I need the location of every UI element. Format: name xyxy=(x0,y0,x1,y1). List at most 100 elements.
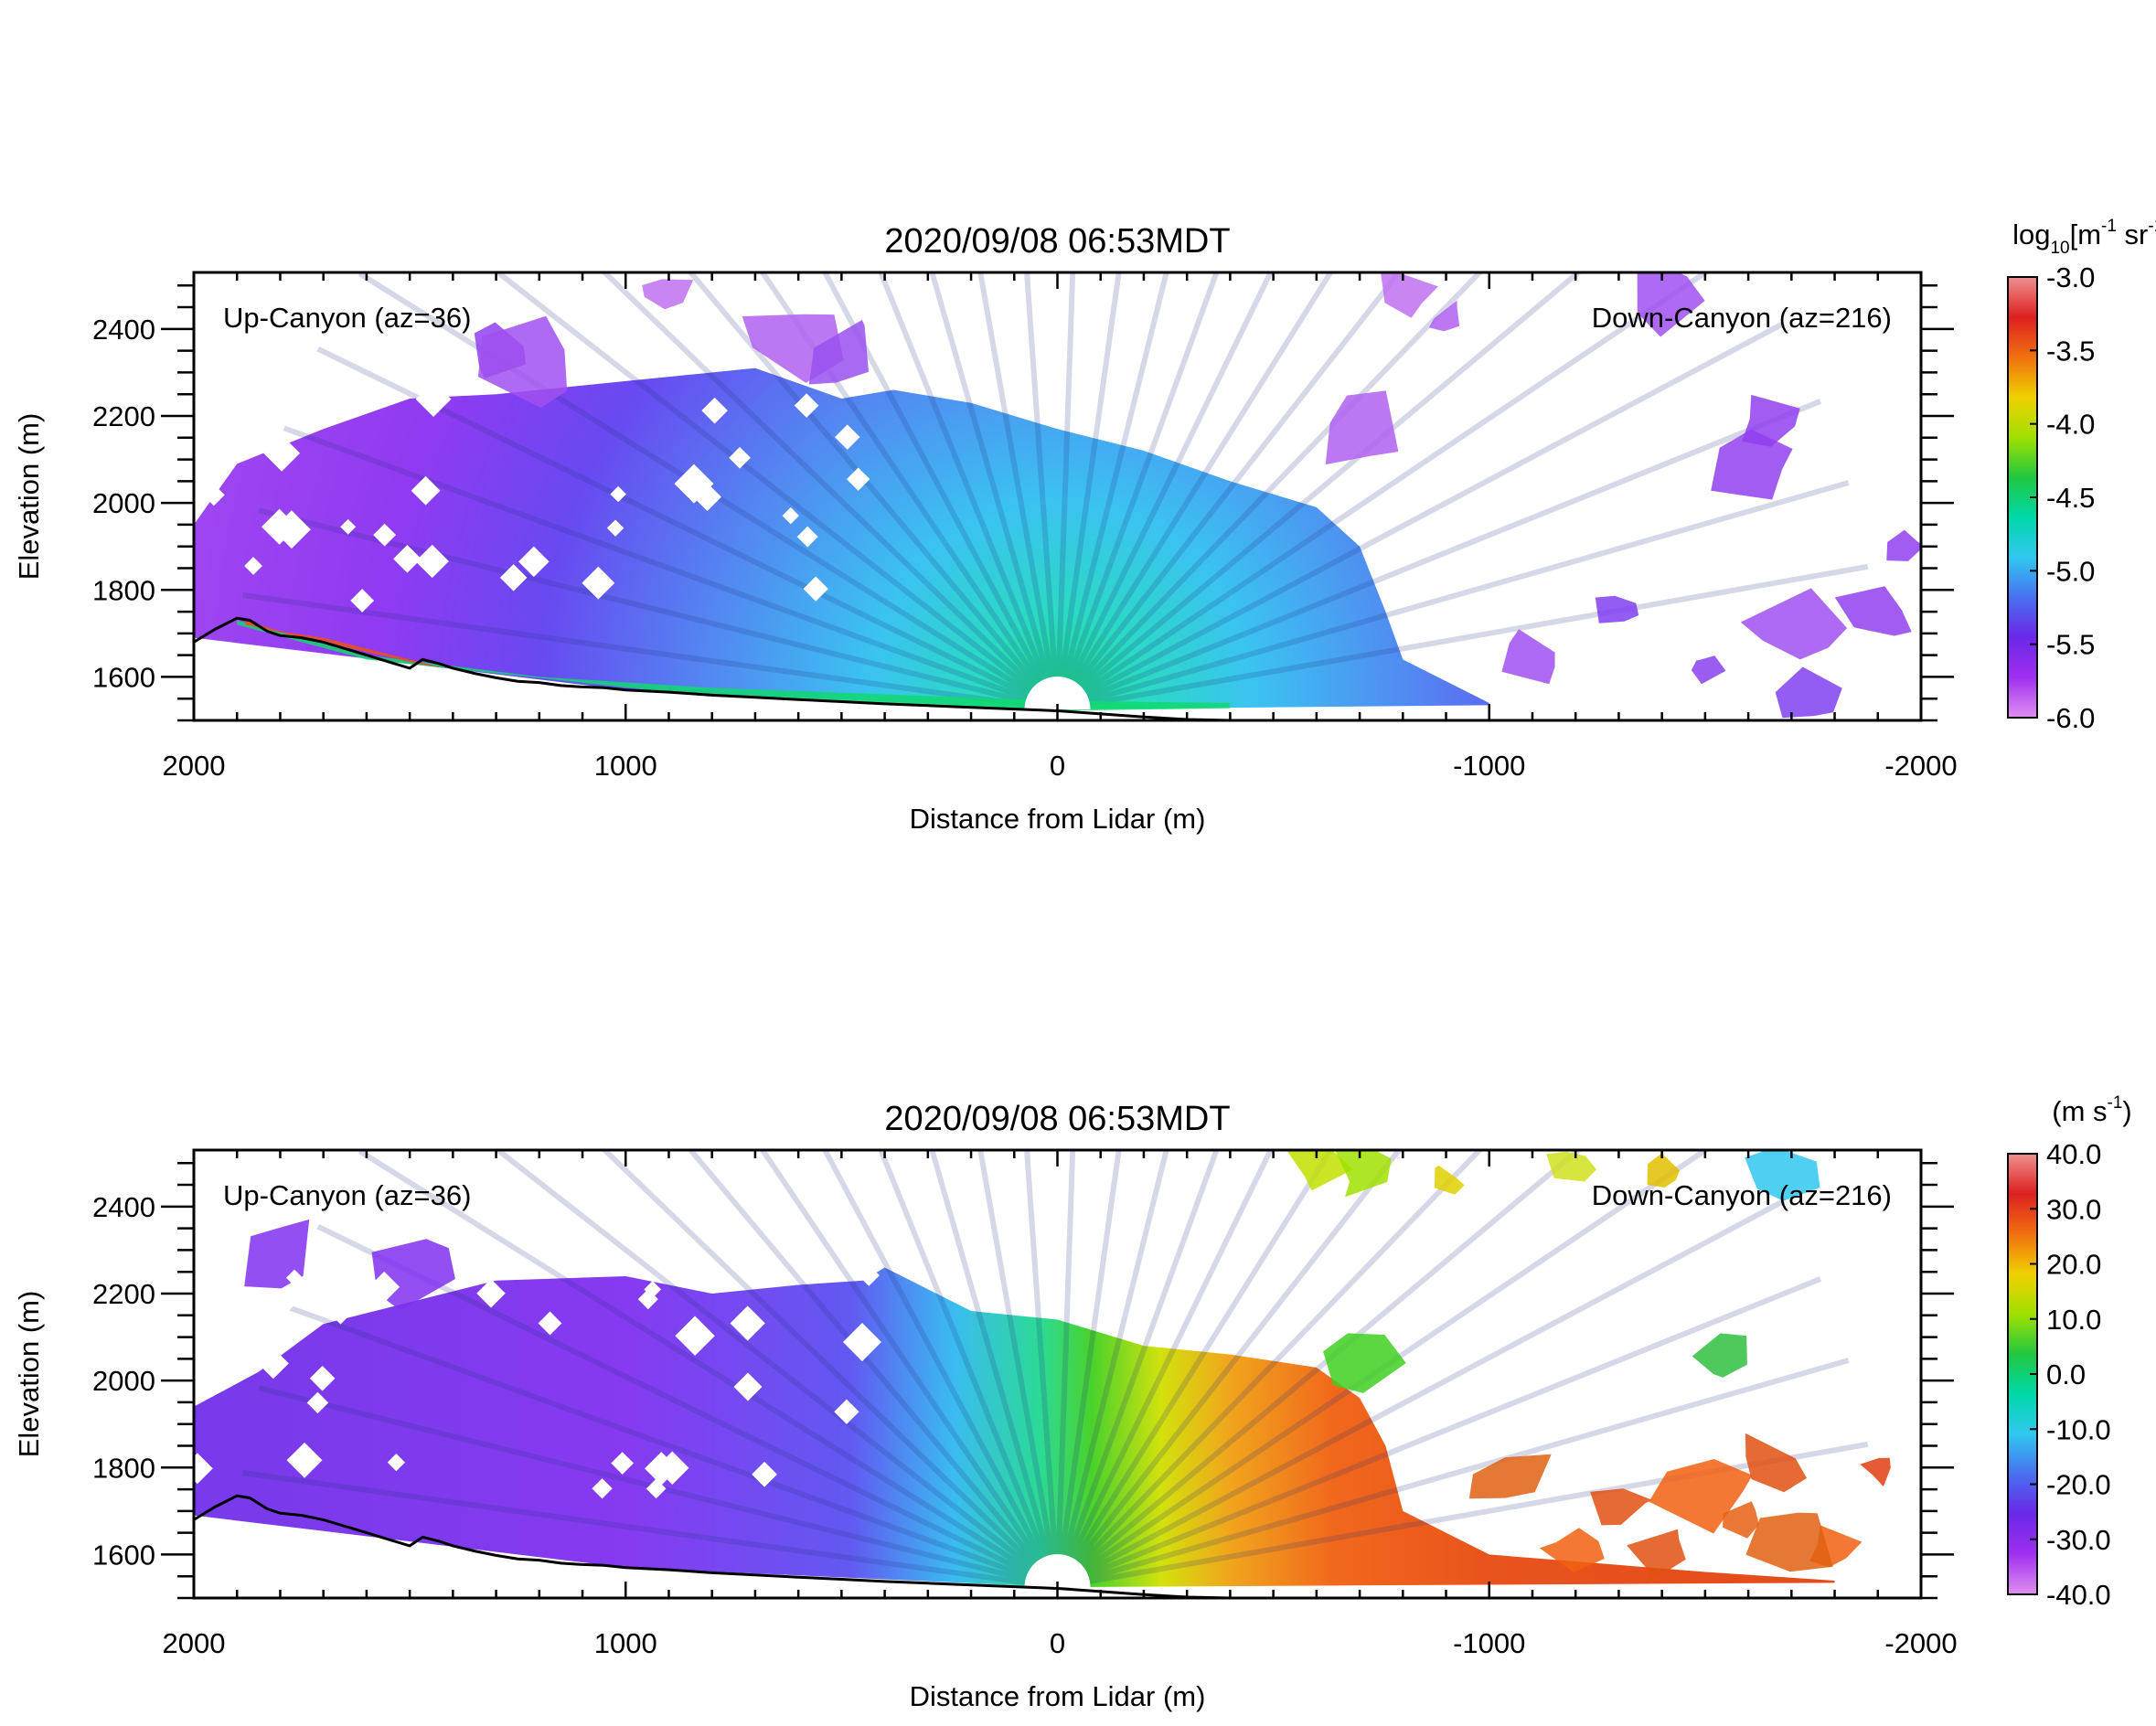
radial-streak xyxy=(1024,1150,1061,1588)
terrain-line xyxy=(194,1494,1231,1598)
data-patch xyxy=(477,315,568,408)
data-patch xyxy=(1775,666,1842,719)
data-patch xyxy=(1886,529,1921,561)
data-gap xyxy=(286,1442,323,1478)
x-axis-label: Distance from Lidar (m) xyxy=(910,803,1206,835)
data-field xyxy=(194,272,1921,720)
radial-streak xyxy=(358,1150,1060,1590)
data-patch xyxy=(1745,1433,1808,1493)
data-gap xyxy=(288,396,320,427)
radial-streak xyxy=(977,1150,1061,1588)
radial-streak xyxy=(241,1469,1058,1591)
colorbar-label-part: (m s xyxy=(2052,1095,2107,1127)
colorbar-tick-label: 30.0 xyxy=(2046,1193,2101,1225)
data-patch xyxy=(1723,1501,1759,1539)
colorbar-tick-label: -30.0 xyxy=(2046,1524,2111,1556)
data-gap xyxy=(582,566,615,600)
radial-streak xyxy=(1056,563,1869,713)
y-axis-label: Elevation (m) xyxy=(13,1291,45,1458)
data-region xyxy=(194,368,1489,710)
data-gap xyxy=(257,1348,289,1380)
data-patch xyxy=(1323,1333,1406,1393)
colorbar-tick-label: -4.5 xyxy=(2046,482,2095,514)
data-patch xyxy=(1468,1454,1552,1499)
radial-streak xyxy=(759,1150,1060,1589)
radial-streak xyxy=(1056,1276,1822,1590)
colorbar-tick-label: 40.0 xyxy=(2046,1138,2101,1170)
data-gap xyxy=(272,510,311,549)
radial-streak xyxy=(1054,272,1220,711)
data-gap xyxy=(701,397,728,424)
data-patch xyxy=(808,320,869,385)
ground-hot-band xyxy=(245,620,444,668)
data-gaps xyxy=(194,1264,881,1499)
data-gap xyxy=(499,564,528,591)
y-tick-label: 2400 xyxy=(92,1191,155,1223)
colorbar-label: log10[m-1 sr-1] xyxy=(2012,217,2156,258)
colorbar-label-part: ) xyxy=(2122,1095,2131,1127)
colorbar-label-part: -1 xyxy=(2101,217,2117,236)
radial-streak xyxy=(1054,1150,1334,1589)
radial-streak xyxy=(1054,272,1169,710)
data-region xyxy=(194,1267,1835,1588)
y-tick-label: 1600 xyxy=(92,1539,155,1571)
data-gap xyxy=(518,546,550,578)
data-gap xyxy=(202,484,225,506)
colorbar-tick-label: -3.0 xyxy=(2046,261,2095,293)
data-gap xyxy=(481,1279,500,1299)
data-patch xyxy=(1501,629,1555,685)
lidar-blind-zone xyxy=(1024,677,1091,710)
radial-streak xyxy=(687,1150,1060,1590)
x-tick-label: 1000 xyxy=(594,750,657,782)
data-gap xyxy=(803,576,828,602)
data-gap xyxy=(258,1287,294,1324)
radial-streak xyxy=(1054,272,1334,711)
data-gap xyxy=(415,381,452,417)
radial-streak xyxy=(241,591,1058,713)
data-gap xyxy=(858,1264,880,1286)
y-tick-label: 1800 xyxy=(92,574,155,606)
radial-streak xyxy=(687,272,1060,712)
data-patch xyxy=(1335,1150,1392,1198)
radial-streak xyxy=(929,272,1061,710)
radial-streak xyxy=(1055,1150,1583,1590)
data-gap xyxy=(835,424,860,450)
colorbar-tick-label: 0.0 xyxy=(2046,1358,2086,1390)
data-gap xyxy=(611,1452,635,1475)
radial-streak xyxy=(1054,1150,1220,1589)
radial-streak xyxy=(878,1150,1061,1589)
colorbar-tick-label: -3.5 xyxy=(2046,335,2095,367)
radial-streak xyxy=(1054,1150,1169,1588)
data-gap xyxy=(637,1289,658,1310)
y-tick-label: 2200 xyxy=(92,1278,155,1310)
radial-streak xyxy=(929,1150,1061,1588)
x-tick-label: -1000 xyxy=(1453,750,1525,782)
radial-streak xyxy=(1054,1150,1076,1588)
radial-streak xyxy=(493,1150,1060,1590)
y-axis: 1600 1800 2000 2200 2400 xyxy=(92,284,1954,722)
data-gap xyxy=(393,545,422,573)
data-gaps xyxy=(202,381,870,613)
data-patch xyxy=(1745,1150,1820,1201)
y-tick-label: 2200 xyxy=(92,400,155,432)
colorbar-tick-label: 20.0 xyxy=(2046,1249,2101,1281)
radial-streak xyxy=(977,272,1061,710)
radial-streak xyxy=(1056,480,1850,712)
y-axis-label: Elevation (m) xyxy=(13,413,45,581)
data-patch xyxy=(1692,1333,1747,1378)
data-gap xyxy=(846,467,870,491)
data-patch xyxy=(1860,1457,1891,1487)
data-gap xyxy=(693,483,721,512)
colorbar-tick-label: -20.0 xyxy=(2046,1469,2111,1501)
data-gap xyxy=(194,1453,213,1485)
radial-streak xyxy=(1056,1358,1850,1590)
radial-streak xyxy=(1056,320,1786,712)
data-gap xyxy=(411,475,441,506)
colorbar-tick-label: -6.0 xyxy=(2046,702,2095,734)
colorbar-tick-label: -10.0 xyxy=(2046,1413,2111,1445)
data-patch xyxy=(1286,1150,1353,1191)
data-gap xyxy=(606,519,624,537)
radial-streak xyxy=(283,425,1059,712)
data-patch xyxy=(642,279,694,310)
